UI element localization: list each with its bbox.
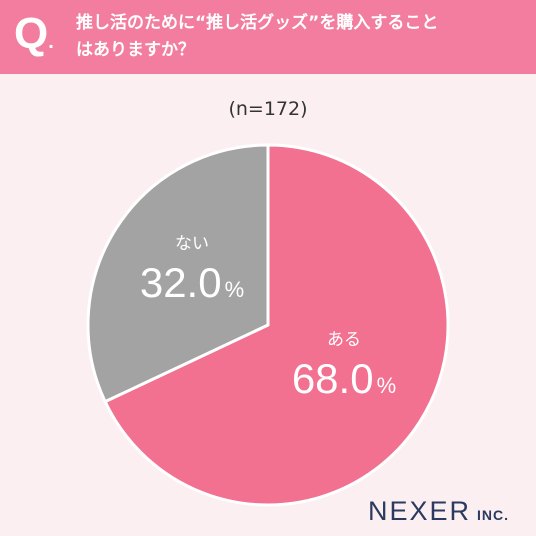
slice-value-1: 32.0% [140, 259, 244, 306]
slice-label-0: ある [327, 330, 361, 350]
q-dot: . [48, 31, 54, 53]
question-text: 推し活のために“推し活グッズ”を購入すること はありますか？ [76, 10, 528, 64]
nexer-logo: NEXER INC. [368, 496, 509, 527]
slice-label-1: ない [175, 234, 209, 254]
logo-suffix: INC. [477, 507, 510, 523]
q-letter: Q [14, 9, 49, 58]
slice-value-0: 68.0% [292, 355, 396, 402]
question-header: Q. 推し活のために“推し活グッズ”を購入すること はありますか？ [0, 0, 536, 74]
q-mark: Q. [14, 12, 54, 56]
pie-slice-0 [103, 143, 450, 507]
question-line-2: はありますか？ [76, 40, 195, 60]
pie-slice-1 [86, 143, 270, 404]
question-line-1: 推し活のために“推し活グッズ”を購入すること [76, 13, 439, 33]
logo-name: NEXER [368, 496, 472, 526]
sample-size-label: (n=172) [228, 98, 308, 120]
